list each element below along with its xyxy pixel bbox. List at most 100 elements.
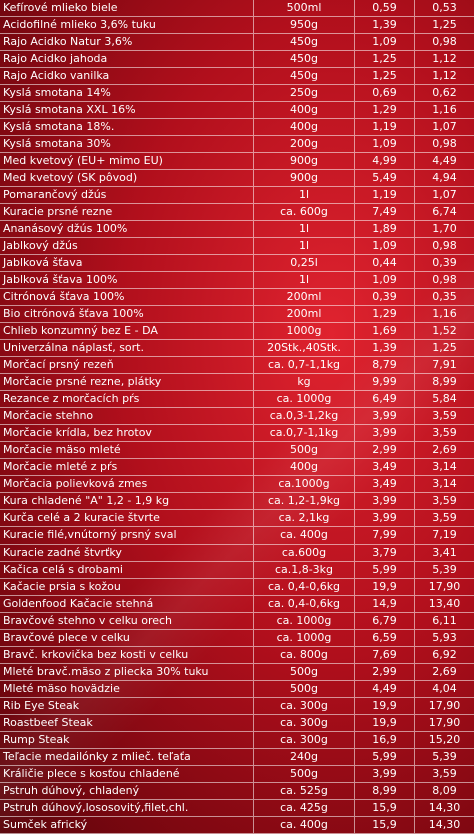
package-size-cell: ca. 525g bbox=[254, 782, 355, 799]
package-size-cell: 450g bbox=[254, 51, 355, 68]
regular-price-cell: 1,09 bbox=[355, 34, 415, 51]
product-name-cell: Citrónová šťava 100% bbox=[0, 289, 254, 306]
discount-price-cell: 5,39 bbox=[432, 562, 457, 576]
package-size-cell: ca. 425g bbox=[254, 799, 355, 816]
product-name-cell: Kura chladené "A" 1,2 - 1,9 kg bbox=[0, 493, 254, 510]
package-size-cell: 1000g bbox=[254, 323, 355, 340]
regular-price-cell: 3,99 bbox=[355, 408, 415, 425]
table-row: Med kvetový (SK pôvod) 900g 5,49 4,94 bbox=[0, 170, 474, 188]
discount-price-cell: 0,98 bbox=[432, 239, 457, 253]
product-name-cell: Med kvetový (SK pôvod) bbox=[0, 170, 254, 187]
regular-price-cell: 3,99 bbox=[355, 510, 415, 527]
discount-price-cell: 3,14 bbox=[432, 460, 457, 474]
table-row: Jablková šťava 100% 1l 1,09 0,98 bbox=[0, 272, 474, 290]
table-row: Bravč. krkovička bez kosti v celku ca. 80… bbox=[0, 646, 474, 664]
product-name-cell: Kurča celé a 2 kuracie štvrte bbox=[0, 510, 254, 527]
package-size-cell: ca. 1000g bbox=[254, 612, 355, 629]
regular-price-cell: 6,49 bbox=[355, 391, 415, 408]
discount-price-cell: 7,19 bbox=[432, 528, 457, 542]
product-name-cell: Kačacie prsia s kožou bbox=[0, 578, 254, 595]
discount-price-cell: 3,59 bbox=[432, 511, 457, 525]
discount-price-cell: 17,90 bbox=[428, 715, 461, 729]
discount-price-cell: 1,12 bbox=[432, 69, 457, 83]
regular-price-cell: 3,99 bbox=[355, 425, 415, 442]
discount-price-cell: 6,74 bbox=[432, 205, 457, 219]
discount-price-cell: 1,25 bbox=[432, 18, 457, 32]
package-size-cell: 200ml bbox=[254, 306, 355, 323]
discount-price-cell: 1,52 bbox=[432, 324, 457, 338]
table-row: Kuracie zadné štvrťky ca.600g 3,79 3,41 bbox=[0, 544, 474, 562]
table-row: Kuracie prsné rezne ca. 600g 7,49 6,74 bbox=[0, 204, 474, 222]
discount-price-cell: 14,30 bbox=[428, 800, 461, 814]
product-name-cell: Bio citrónová šťava 100% bbox=[0, 306, 254, 323]
package-size-cell: 1l bbox=[254, 272, 355, 289]
table-row: Rajo Acidko Natur 3,6% 450g 1,09 0,98 bbox=[0, 34, 474, 52]
discount-price-cell: 3,59 bbox=[432, 426, 457, 440]
table-row: Rajo Acidko vanilka 450g 1,25 1,12 bbox=[0, 68, 474, 86]
package-size-cell: 500g bbox=[254, 442, 355, 459]
table-row: Kačica celá s drobami ca.1,8-3kg 5,99 5,39 bbox=[0, 561, 474, 579]
table-row: Kefírové mlieko biele 500ml 0,59 0,53 bbox=[0, 0, 474, 18]
package-size-cell: 250g bbox=[254, 85, 355, 102]
package-size-cell: 500ml bbox=[254, 0, 355, 17]
product-name-cell: Univerzálna náplasť, sort. bbox=[0, 340, 254, 357]
product-name-cell: Kyslá smotana XXL 16% bbox=[0, 102, 254, 119]
package-size-cell: 950g bbox=[254, 17, 355, 34]
discount-price-cell: 0,62 bbox=[432, 86, 457, 100]
product-name-cell: Morčacie mleté z pŕs bbox=[0, 459, 254, 476]
table-row: Bravčové plece v celku ca. 1000g 6,59 5,93 bbox=[0, 629, 474, 647]
product-name-cell: Morčacie krídla, bez hrotov bbox=[0, 425, 254, 442]
product-name-cell: Kyslá smotana 30% bbox=[0, 136, 254, 153]
regular-price-cell: 1,29 bbox=[355, 306, 415, 323]
product-name-cell: Rezance z morčacích pŕs bbox=[0, 391, 254, 408]
product-name-cell: Morčací prsný rezeň bbox=[0, 357, 254, 374]
discount-price-cell: 1,07 bbox=[432, 120, 457, 134]
discount-price-cell: 1,16 bbox=[432, 307, 457, 321]
table-row: Pomarančový džús 1l 1,19 1,07 bbox=[0, 187, 474, 205]
product-name-cell: Rib Eye Steak bbox=[0, 697, 254, 714]
package-size-cell: 500g bbox=[254, 680, 355, 697]
product-name-cell: Kuracie zadné štvrťky bbox=[0, 544, 254, 561]
discount-price-cell: 3,59 bbox=[432, 766, 457, 780]
package-size-cell: ca. 0,4-0,6kg bbox=[254, 595, 355, 612]
regular-price-cell: 1,69 bbox=[355, 323, 415, 340]
table-row: Rezance z morčacích pŕs ca. 1000g 6,49 5,84 bbox=[0, 391, 474, 409]
package-size-cell: kg bbox=[254, 374, 355, 391]
product-name-cell: Bravčové plece v celku bbox=[0, 629, 254, 646]
table-row: Morčacie mleté z pŕs 400g 3,49 3,14 bbox=[0, 459, 474, 477]
regular-price-cell: 3,49 bbox=[355, 476, 415, 493]
discount-price-cell: 0,39 bbox=[432, 256, 457, 270]
package-size-cell: ca.600g bbox=[254, 544, 355, 561]
discount-price-cell: 6,11 bbox=[432, 613, 457, 627]
package-size-cell: 900g bbox=[254, 170, 355, 187]
product-name-cell: Teľacie medailónky z mlieč. teľaťa bbox=[0, 748, 254, 765]
package-size-cell: 1l bbox=[254, 187, 355, 204]
discount-price-cell: 1,70 bbox=[432, 222, 457, 236]
package-size-cell: ca. 300g bbox=[254, 731, 355, 748]
discount-price-cell: 1,16 bbox=[432, 103, 457, 117]
regular-price-cell: 1,39 bbox=[355, 17, 415, 34]
discount-price-cell: 2,69 bbox=[432, 443, 457, 457]
product-name-cell: Kuracie prsné rezne bbox=[0, 204, 254, 221]
package-size-cell: ca. 0,7-1,1kg bbox=[254, 357, 355, 374]
discount-price-cell: 15,20 bbox=[428, 732, 461, 746]
discount-price-cell: 14,30 bbox=[428, 817, 461, 831]
discount-price-cell: 3,59 bbox=[432, 409, 457, 423]
table-row: Teľacie medailónky z mlieč. teľaťa 240g 5,… bbox=[0, 748, 474, 766]
discount-price-cell: 0,35 bbox=[432, 290, 457, 304]
discount-price-cell: 2,69 bbox=[432, 664, 457, 678]
table-row: Kuracie filé,vnútorný prsný sval ca. 400g… bbox=[0, 527, 474, 545]
package-size-cell: ca. 600g bbox=[254, 204, 355, 221]
discount-price-cell: 17,90 bbox=[428, 698, 461, 712]
product-name-cell: Morčacie prsné rezne, plátky bbox=[0, 374, 254, 391]
table-row: Acidofilné mlieko 3,6% tuku 950g 1,39 1,25 bbox=[0, 17, 474, 35]
product-name-cell: Kefírové mlieko biele bbox=[0, 0, 254, 17]
product-name-cell: Pstruh dúhový, chladený bbox=[0, 782, 254, 799]
product-name-cell: Bravč. krkovička bez kosti v celku bbox=[0, 646, 254, 663]
regular-price-cell: 0,44 bbox=[355, 255, 415, 272]
table-row: Univerzálna náplasť, sort. 20Stk.,40Stk. 1… bbox=[0, 340, 474, 358]
regular-price-cell: 1,25 bbox=[355, 51, 415, 68]
table-row: Roastbeef Steak ca. 300g 19,9 17,90 bbox=[0, 714, 474, 732]
product-name-cell: Morčacia polievková zmes bbox=[0, 476, 254, 493]
table-row: Sumček africký ca. 400g 15,9 14,30 bbox=[0, 816, 474, 834]
